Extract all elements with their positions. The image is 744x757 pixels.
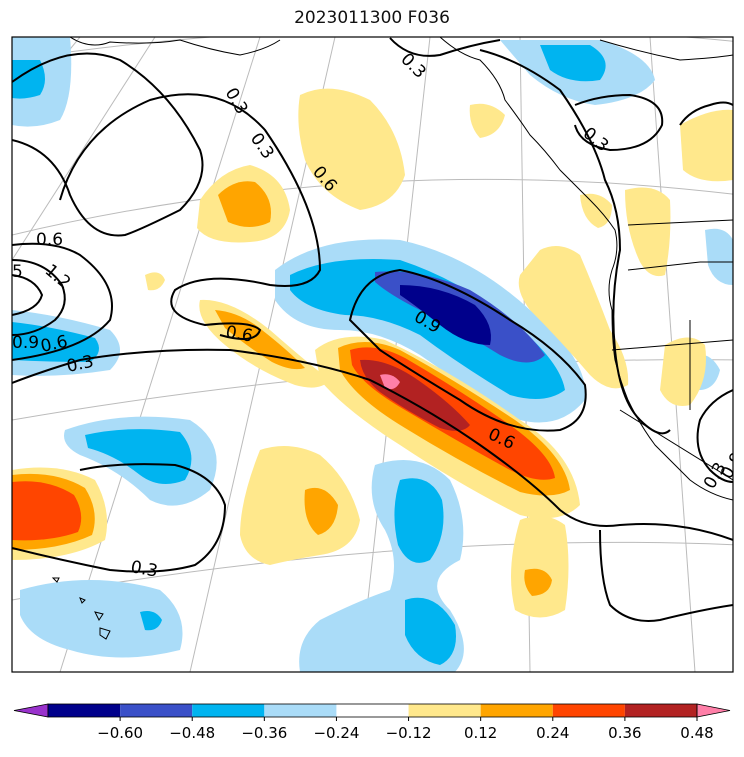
colorbar-extend-min xyxy=(13,703,49,718)
colorbar-box xyxy=(480,704,553,717)
colorbar-box xyxy=(120,704,193,717)
contour-label: 0.3 xyxy=(396,49,429,82)
contour-1 xyxy=(12,52,204,237)
fill-pos-central-south xyxy=(240,446,360,565)
fill-neg-trough-mid xyxy=(290,259,565,399)
coastlines xyxy=(51,37,733,640)
fill-pos-central-south-mid xyxy=(304,487,338,535)
contour-6 xyxy=(12,348,733,541)
contour-7 xyxy=(348,268,587,432)
colorbar-tick-label: −0.36 xyxy=(241,724,287,742)
colorbar-tick-label: −0.24 xyxy=(313,724,359,742)
fill-pos-nw-mid xyxy=(218,181,271,227)
fill-pos-band-west-mid xyxy=(215,310,305,370)
contour-label: 0.3 xyxy=(129,557,159,581)
contour-label: 5 xyxy=(12,262,23,282)
contours xyxy=(12,37,733,622)
fill-neg-hawaii-light xyxy=(20,580,183,658)
fill-pos-small-west xyxy=(145,272,165,291)
colorbar-frame xyxy=(47,703,698,718)
colorbar-box xyxy=(624,704,697,717)
fill-pos-south-coast-mid xyxy=(524,568,552,596)
contour-13 xyxy=(12,463,227,573)
contour-label: 0.6 xyxy=(224,322,254,346)
colorbar-box xyxy=(48,704,121,717)
contour-2 xyxy=(59,93,322,340)
colorbar-box xyxy=(192,704,265,717)
fill-pos-idaho xyxy=(660,337,706,406)
contour-14 xyxy=(599,529,733,622)
contour-11 xyxy=(679,101,733,126)
fill-neg-east-light xyxy=(705,228,733,285)
fill-neg-south-mid xyxy=(394,478,444,563)
fill-pos-north-light xyxy=(298,88,405,210)
colorbar-box xyxy=(336,704,409,717)
fill-pos-inland xyxy=(625,187,671,277)
contour-4 xyxy=(12,259,66,336)
fill-pos-wa-or xyxy=(518,246,629,389)
colorbar-tick-label: 0.36 xyxy=(608,724,641,742)
fill-pos-ne-coast xyxy=(469,103,505,138)
fill-pos-east-box xyxy=(680,109,733,182)
contour-8 xyxy=(389,37,501,57)
colorbar-extend-max xyxy=(696,703,731,718)
map-plot: 0.3 0.3 0.3 0.6 0.3 0.6 1.2 5 0.9 0.6 0.… xyxy=(11,36,734,673)
fill-neg-south-core xyxy=(405,597,456,665)
contour-10 xyxy=(479,49,671,435)
colorbar-tick-label: 0.24 xyxy=(536,724,569,742)
colorbar-tick-label: −0.12 xyxy=(386,724,432,742)
contour-label: 0.6 xyxy=(36,230,63,250)
fill-neg-ne-pacific-mid xyxy=(540,45,606,82)
contour-12 xyxy=(696,389,733,483)
contour-label: 0.9 xyxy=(12,333,39,353)
colorbar-box xyxy=(408,704,481,717)
colorbar: −0.60 −0.48 −0.36 −0.24 −0.12 0.12 0.24 0.36 0.4… xyxy=(13,703,731,742)
fill-neg-hawaii-mid xyxy=(140,611,162,631)
contour-9 xyxy=(574,93,664,152)
positive-fills xyxy=(12,88,733,618)
contour-label: 0.3 xyxy=(246,129,278,163)
fill-pos-bc-coast xyxy=(580,193,612,228)
map-title: 2023011300 F036 xyxy=(294,8,450,28)
contour-3 xyxy=(12,242,113,361)
colorbar-box xyxy=(264,704,337,717)
contour-label: 0.3 xyxy=(65,352,96,377)
colorbar-tick-label: 0.48 xyxy=(680,724,713,742)
map-frame xyxy=(11,36,734,673)
colorbar-tick-label: 0.12 xyxy=(464,724,497,742)
fill-pos-west-big-dark xyxy=(12,481,82,541)
colorbar-tick-label: −0.48 xyxy=(169,724,215,742)
fill-neg-trough-core xyxy=(400,285,491,345)
contour-label: 1.2 xyxy=(41,261,75,294)
contour-5 xyxy=(12,274,44,316)
fill-neg-nw-corner-mid xyxy=(12,60,45,99)
fill-neg-central-mid xyxy=(85,429,192,484)
fill-pos-ridge-peak xyxy=(380,374,400,390)
colorbar-box xyxy=(552,704,625,717)
colorbar-tick-label: −0.60 xyxy=(97,724,143,742)
fill-pos-south-coast xyxy=(511,516,569,618)
